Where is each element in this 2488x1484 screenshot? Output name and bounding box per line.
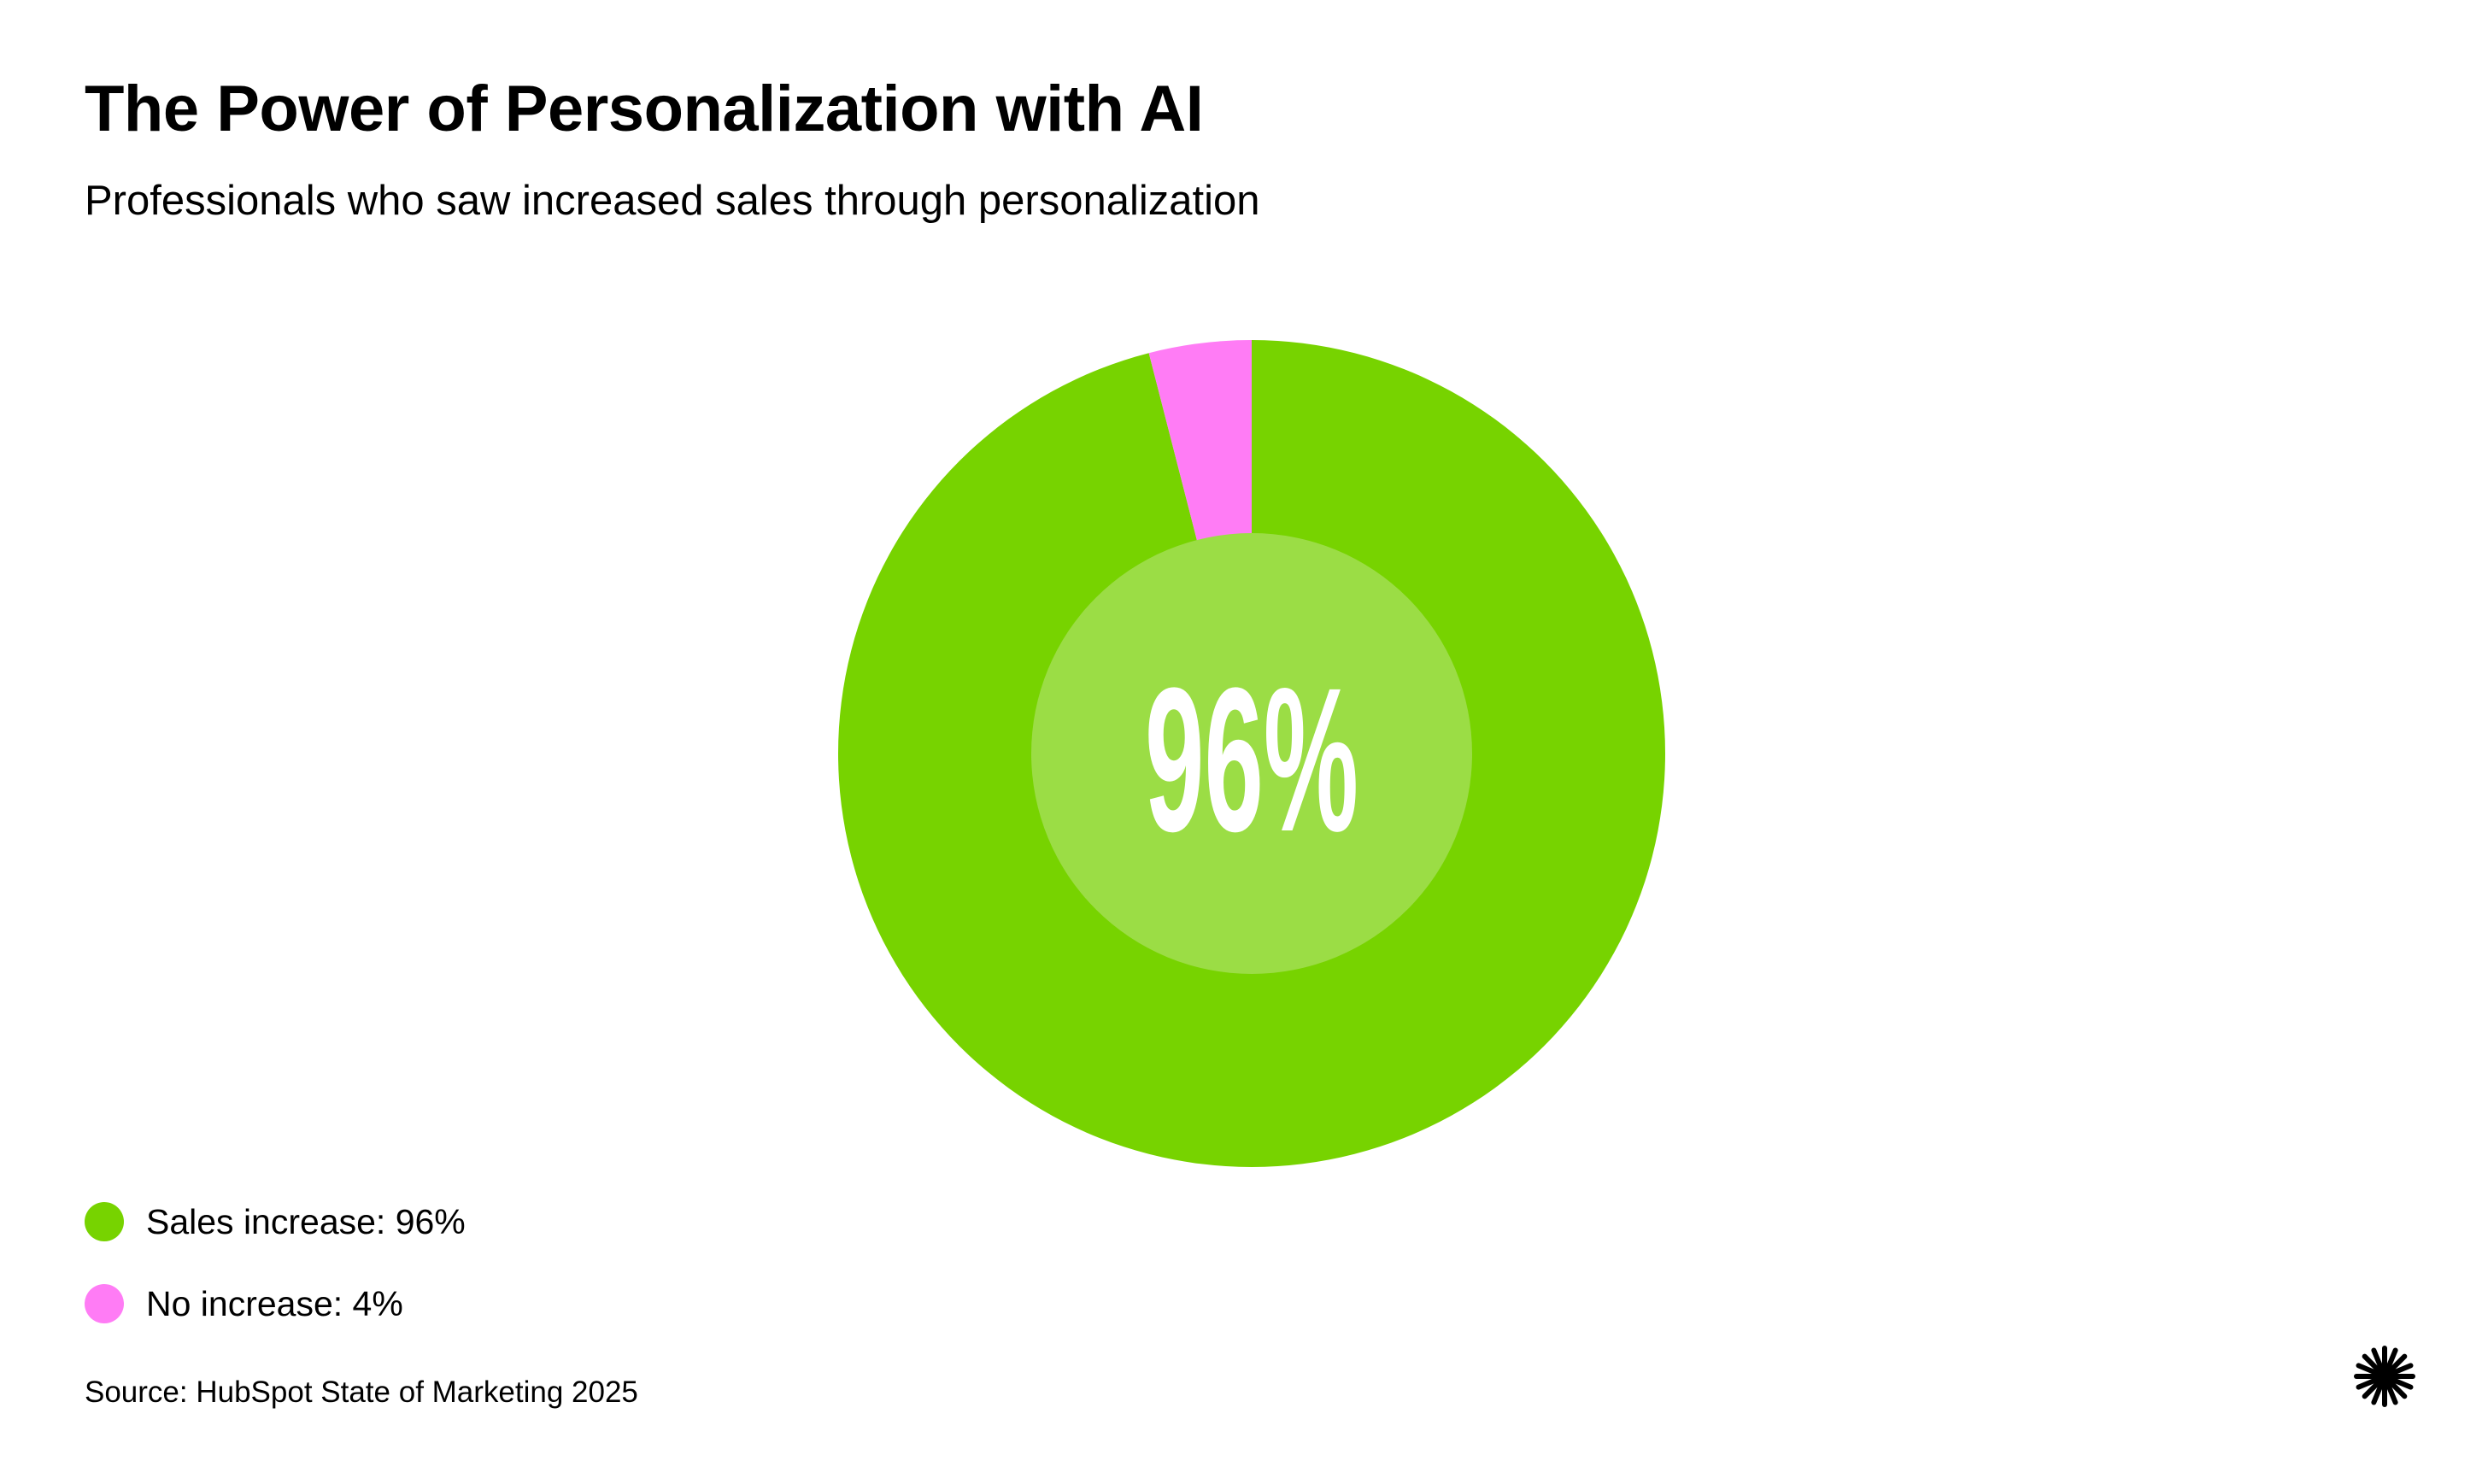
- chart-subtitle: Professionals who saw increased sales th…: [85, 178, 1260, 224]
- legend-label: Sales increase: 96%: [146, 1202, 466, 1241]
- donut-center-disc: [1031, 533, 1472, 974]
- chart-title: The Power of Personalization with AI: [85, 73, 1204, 145]
- legend-item-sales-increase: Sales increase: 96%: [85, 1192, 466, 1252]
- sparkle-burst-icon: [2354, 1346, 2415, 1407]
- legend-label: No increase: 4%: [146, 1284, 403, 1323]
- legend: Sales increase: 96% No increase: 4%: [85, 1192, 466, 1356]
- legend-item-no-increase: No increase: 4%: [85, 1274, 466, 1334]
- legend-swatch-sales-increase: [85, 1202, 124, 1241]
- source-note: Source: HubSpot State of Marketing 2025: [85, 1375, 638, 1409]
- center-value-label: 96%: [1145, 645, 1358, 874]
- legend-swatch-no-increase: [85, 1284, 124, 1323]
